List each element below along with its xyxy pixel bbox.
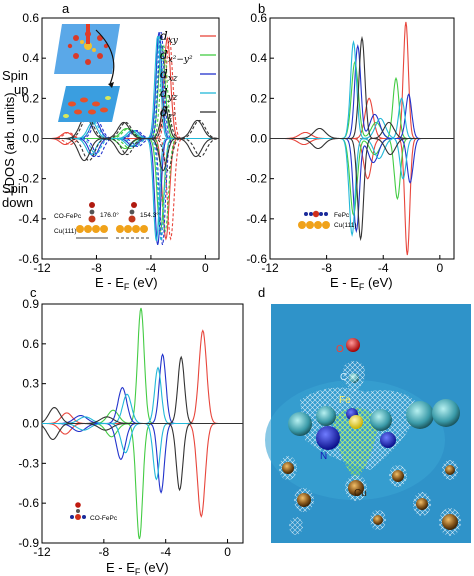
series-line-x2y2-down [42,422,243,540]
series-line-xz-up [270,44,454,184]
y-tick-label: 0.2 [22,91,39,105]
y-axis-label: LDOS (arb. units) [2,92,17,193]
panel-c: c -0.9 -0.6 -0.3 0.0 0.3 0.6 0.9 -12 -8 -4 0 E - … [18,285,244,576]
x-tick-label: 0 [224,545,231,559]
x-tick-label: 0 [437,261,444,275]
x-tick-label: -4 [160,545,171,559]
series-line-z2-up [42,105,219,140]
panel-d-structure-render: d O [258,285,471,543]
y-tick-label: 0.4 [250,51,267,65]
series-line-xz-down [270,93,454,234]
inset-b-molecule: FePc [334,212,350,219]
y-tick-label: -0.2 [246,172,267,186]
y-tick-label: -0.4 [18,212,39,226]
series-line-x2y2-up-dashed [42,44,219,140]
x-tick-label: -8 [91,261,102,275]
series-line-xz-down [42,422,243,494]
y-tick-label: 0.3 [22,377,39,391]
y-tick-label: 0.0 [250,132,267,146]
spin-down-label-2: down [2,195,33,210]
y-tick-label: -0.6 [18,496,39,510]
inset-a-molecule: CO-FePc [54,213,82,220]
y-tick-label: 0.2 [250,91,267,105]
co-fepc-geometry-inset: CO-FePc Cu(111) 176.0° 154.3° [54,202,159,239]
y-tick-label: -0.3 [18,456,39,470]
inset-c-molecule: CO-FePc [90,515,118,522]
legend-label-0: dxy [160,29,179,46]
atom-label-fe: Fe [339,395,351,406]
y-tick-label: 0.4 [22,51,39,65]
atom-label-o: O [336,344,344,355]
y-tick-label: 0.6 [250,11,267,25]
series-line-z2-down [41,422,243,492]
panel-a: a -0.6 -0.4 -0.2 0.0 0.2 0.4 0.6 -12 -8 -4 0 E - … [2,1,220,292]
y-tick-label: -0.6 [18,252,39,266]
panel-label-d: d [258,285,265,300]
inset-a-substrate: Cu(111) [54,228,77,235]
co-fepc-inset-c: CO-FePc [70,502,118,522]
series-line-yz-down-dashed [42,137,219,242]
series-line-x2y2-up [270,60,454,201]
y-tick-label: -0.2 [18,172,39,186]
series-line-x2y2-down-dashed [42,137,219,233]
series-line-xy-up [42,329,243,425]
series-line-z2-down [42,137,219,172]
spin-up-label-2: up [14,82,28,97]
panel-b: b -0.6 -0.4 -0.2 0.0 0.2 0.4 0.6 -12 -8 -4 0 E - … [246,1,455,292]
x-axis-label-b: E - EF (eV) [330,275,393,292]
y-tick-label: -0.4 [246,212,267,226]
atom-label-c: C [340,372,347,383]
series-line-yz-up [42,366,243,425]
series-line-x2y2-up [42,307,243,425]
x-tick-label: -4 [146,261,157,275]
series-line-yz-down [270,97,454,238]
x-axis-label-a: E - EF (eV) [95,275,158,292]
inset-b-substrate: Cu(111) [334,222,357,229]
x-tick-label: -12 [261,261,279,275]
y-tick-label: 0.6 [22,11,39,25]
x-tick-label: -8 [99,545,110,559]
spin-down-label-1: Spin [2,181,28,196]
inset-a-angle2: 154.3° [140,211,159,219]
panel-label-a: a [62,1,70,16]
y-tick-label: -0.9 [18,536,39,550]
spin-up-label-1: Spin [2,68,28,83]
x-tick-label: -4 [378,261,389,275]
x-tick-label: 0 [202,261,209,275]
y-tick-label: -0.6 [246,252,267,266]
y-tick-label: 0.0 [22,417,39,431]
legend: dxy dx²−y² dxz dyz dz² [160,29,216,122]
series-line-z2-down [270,121,454,242]
series-line-xz-up [42,353,243,425]
fepc-inset: FePc Cu(111) [298,210,357,229]
atom-label-n: N [320,451,327,462]
x-tick-label: -12 [33,261,51,275]
x-axis-label-c: E - EF (eV) [106,560,169,576]
series-line-yz-down [42,422,243,481]
legend-label-4: dz² [160,105,176,122]
panel-label-c: c [30,285,37,300]
panel-label-b: b [258,1,265,16]
orbital-inset-image [54,24,120,122]
legend-label-2: dxz [160,67,178,84]
y-tick-label: 0.0 [22,132,39,146]
x-tick-label: -8 [321,261,332,275]
series-line-z2-down-dashed [42,137,220,172]
x-tick-label: -12 [33,545,51,559]
inset-a-angle1: 176.0° [100,211,119,219]
legend-label-1: dx²−y² [160,48,193,65]
atom-label-cu: Cu [354,488,367,499]
series-line-z2-up-dashed [42,105,219,140]
legend-label-3: dyz [160,86,178,103]
series-line-z2-up [41,355,243,425]
y-tick-label: 0.9 [22,297,39,311]
y-tick-label: 0.6 [22,337,39,351]
